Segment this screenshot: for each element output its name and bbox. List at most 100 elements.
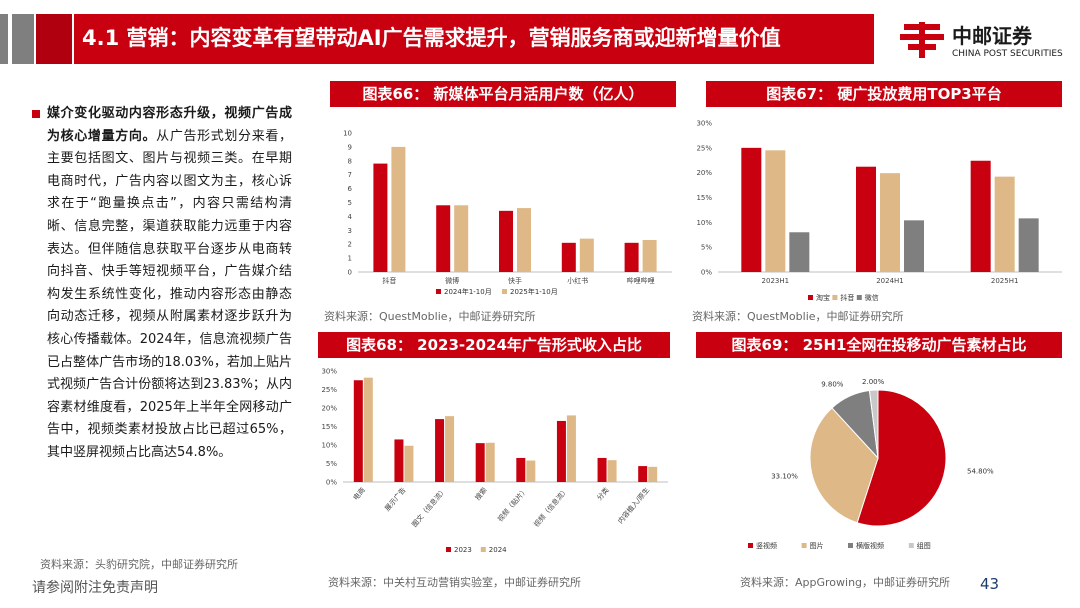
chart66-ytick-label: 1 xyxy=(348,255,352,263)
chart68-legend-label: 2023 xyxy=(454,546,472,554)
chart67-bar xyxy=(856,166,876,272)
chart68-ytick-label: 10% xyxy=(321,442,337,450)
chart67-legend-swatch xyxy=(832,295,838,300)
chart68-bar xyxy=(363,377,373,482)
chart66-legend-swatch xyxy=(436,289,441,294)
chart68-xtick-label: 电商 xyxy=(351,486,367,503)
chart67-ytick-label: 0% xyxy=(701,269,712,277)
chart69-legend-label: 横版视频 xyxy=(856,541,884,550)
chart69-legend-label: 竖视频 xyxy=(756,541,777,550)
chart68-bar xyxy=(516,457,526,482)
chart68-bar xyxy=(475,443,485,482)
chart66-bar xyxy=(624,242,639,272)
chart66-bar xyxy=(391,146,406,272)
chart66-ytick-label: 2 xyxy=(348,241,352,249)
chart67-ytick-label: 25% xyxy=(696,144,712,152)
chart68-title: 图表68： 2023-2024年广告形式收入占比 xyxy=(318,332,670,358)
chart67-legend-label: 微信 xyxy=(865,293,879,302)
chart67-ytick-label: 20% xyxy=(696,169,712,177)
chart66-ytick-label: 3 xyxy=(348,227,352,235)
chart68-bar xyxy=(556,420,566,482)
chart66-title: 图表66： 新媒体平台月活用户数（亿人） xyxy=(330,81,676,107)
chart69-legend-swatch xyxy=(908,543,914,548)
chart68-bar xyxy=(485,442,495,482)
chart68-ytick-label: 15% xyxy=(321,423,337,431)
chart68-bar xyxy=(526,460,536,482)
chart67-xtick-label: 2025H1 xyxy=(991,277,1019,285)
chart69-legend-label: 组图 xyxy=(917,541,931,550)
chart68-legend-swatch xyxy=(446,547,451,552)
chart67-bar xyxy=(994,176,1015,272)
chart66-legend-label: 2024年1-10月 xyxy=(444,287,492,296)
chart66-xtick-label: 抖音 xyxy=(382,276,396,285)
logo-text: 中邮证券 xyxy=(952,24,1032,48)
chart66-bar xyxy=(517,208,531,272)
chart67-ytick-label: 5% xyxy=(701,244,712,252)
chart67-xtick-label: 2023H1 xyxy=(762,277,790,285)
chart67-bar xyxy=(970,160,991,272)
chart68-ytick-label: 30% xyxy=(321,368,337,376)
chart66-ytick-label: 9 xyxy=(348,143,352,151)
chart68-xtick-label: 分类 xyxy=(595,486,611,503)
chart69-slice xyxy=(809,407,879,524)
title-banner xyxy=(74,14,874,64)
chart66-bar xyxy=(499,210,513,272)
chart67-ytick-label: 30% xyxy=(696,120,712,128)
chart67-ytick-label: 10% xyxy=(696,219,712,227)
chart67-bar xyxy=(789,232,810,272)
body-source: 资料来源：头豹研究院，中邮证券研究所 xyxy=(40,558,238,571)
chart68-bar xyxy=(638,466,648,482)
chart68-ytick-label: 20% xyxy=(321,405,337,413)
chart67-bar xyxy=(741,147,762,272)
chart66-xtick-label: 小红书 xyxy=(567,276,588,285)
chart68-bar xyxy=(353,380,363,482)
chart68-ytick-label: 5% xyxy=(326,460,337,468)
chart68-source: 资料来源：中关村互动营销实验室，中邮证券研究所 xyxy=(328,576,581,589)
chart68-bar xyxy=(566,415,576,482)
body-text: 从广告形式划分来看，主要包括图文、图片与视频三类。在早期电商时代，广告内容以图文… xyxy=(47,128,292,460)
chart66-ytick-label: 0 xyxy=(348,269,352,277)
chart69-slice xyxy=(856,389,947,527)
chart67-bar xyxy=(880,173,900,272)
chart68-xtick-label: 内容植入/原生 xyxy=(616,486,651,526)
chart66-xtick-label: 快手 xyxy=(508,276,522,285)
chart67-legend-swatch xyxy=(808,295,813,300)
chart68-bar xyxy=(597,457,607,482)
chart68-xtick-label: 图文（信息流） xyxy=(410,486,448,529)
chart68-xtick-label: 视频（信息流） xyxy=(532,486,570,529)
chart67-legend-label: 抖音 xyxy=(840,293,854,302)
chart68-bar xyxy=(607,460,617,482)
chart66-ytick-label: 4 xyxy=(348,213,353,221)
chart68-legend-label: 2024 xyxy=(489,546,507,554)
chart67-legend-swatch xyxy=(856,295,862,300)
chart66-ytick-label: 5 xyxy=(348,199,352,207)
chart69-legend-label: 图片 xyxy=(810,541,824,550)
chart66-xtick-label: 微博 xyxy=(445,276,459,285)
chart66-bar xyxy=(561,242,576,272)
chart66-bar xyxy=(373,163,388,272)
chart66-xtick-label: 哔哩哔哩 xyxy=(627,276,655,285)
chart68-ytick-label: 0% xyxy=(326,479,337,487)
body-lead: 媒介变化驱动内容形态升级，视频广告成为核心增量方向。 xyxy=(47,106,292,144)
chart66-ytick-label: 6 xyxy=(348,185,353,193)
chart66-source: 资料来源：QuestMoblie，中邮证券研究所 xyxy=(324,310,536,323)
bullet-marker xyxy=(32,110,40,118)
chart67-xtick-label: 2024H1 xyxy=(876,277,904,285)
chart68-bar xyxy=(648,466,658,482)
chart67-bar xyxy=(904,220,924,272)
chart68-bar xyxy=(445,416,455,482)
chart69-legend-swatch xyxy=(748,543,753,548)
chart66-bar xyxy=(579,238,594,272)
page-number: 43 xyxy=(980,575,1000,593)
china-post-logo-icon xyxy=(900,22,944,58)
chart68-xtick-label: 展示广告 xyxy=(383,486,408,513)
chart67-legend-label: 淘宝 xyxy=(816,293,830,302)
chart66-ytick-label: 7 xyxy=(348,171,352,179)
chart68-xtick-label: 视频（贴片） xyxy=(495,486,529,524)
chart66-bar xyxy=(642,240,657,272)
logo-subtext: CHINA POST SECURITIES xyxy=(952,49,1063,59)
footer-disclaimer: 请参阅附注免责声明 xyxy=(32,580,158,596)
chart66-legend-label: 2025年1-10月 xyxy=(510,287,558,296)
chart69-slice-label: 9.80% xyxy=(821,381,844,389)
